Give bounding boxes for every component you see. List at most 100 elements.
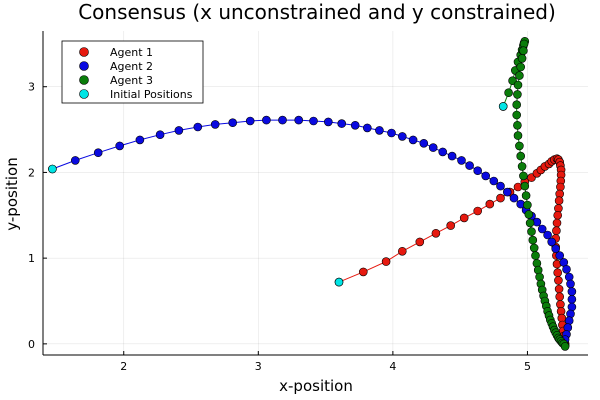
legend-marker xyxy=(79,47,89,57)
data-point-agent-2 xyxy=(547,237,557,247)
legend-marker xyxy=(79,89,89,99)
data-point-agent-2 xyxy=(387,128,396,138)
data-point-agent-2 xyxy=(262,115,271,125)
data-point-agent-3 xyxy=(513,80,523,90)
data-point-agent-2 xyxy=(135,135,145,145)
data-point-agent-2 xyxy=(362,123,372,133)
data-point-agent-1 xyxy=(446,221,456,230)
data-point-agent-3 xyxy=(513,90,522,99)
data-point-agent-3 xyxy=(521,191,531,200)
data-point-agent-2 xyxy=(228,118,237,127)
data-point-agent-3 xyxy=(515,141,524,151)
data-point-agent-2 xyxy=(93,148,103,157)
data-point-agent-3 xyxy=(516,62,526,72)
data-point-agent-2 xyxy=(309,116,318,126)
data-point-agent-3 xyxy=(525,218,535,228)
data-point-agent-2 xyxy=(543,230,552,240)
data-point-agent-1 xyxy=(485,199,495,209)
data-point-agent-2 xyxy=(447,151,457,161)
data-point-agent-1 xyxy=(473,206,483,216)
legend-label: Agent 2 xyxy=(110,60,153,73)
data-point-agent-2 xyxy=(375,126,384,135)
data-point-agent-2 xyxy=(567,287,577,296)
data-point-agent-3 xyxy=(535,272,544,282)
data-point-agent-2 xyxy=(337,119,347,128)
data-point-agent-2 xyxy=(473,166,483,175)
data-point-agent-2 xyxy=(551,244,561,253)
data-point-agent-1 xyxy=(554,284,564,294)
data-point-agent-2 xyxy=(555,251,565,260)
data-point-agent-3 xyxy=(517,162,527,171)
y-tick-label: 2 xyxy=(28,166,35,179)
data-point-agent-1 xyxy=(381,257,391,266)
axes xyxy=(42,31,588,356)
data-point-agent-1 xyxy=(459,213,469,223)
data-point-agent-3 xyxy=(520,181,530,191)
data-point-agent-3 xyxy=(529,243,539,253)
x-axis-label: x-position xyxy=(279,377,353,395)
data-point-agent-3 xyxy=(515,71,524,80)
data-point-agent-1 xyxy=(431,229,441,238)
data-point-initial-position xyxy=(48,164,57,174)
data-point-agent-2 xyxy=(155,130,165,139)
data-point-agent-2 xyxy=(323,117,333,127)
data-point-agent-2 xyxy=(419,139,429,148)
data-point-agent-3 xyxy=(531,251,540,260)
data-point-agent-2 xyxy=(496,181,505,191)
data-point-agent-3 xyxy=(519,171,528,181)
data-point-agent-2 xyxy=(509,193,519,203)
data-point-agent-2 xyxy=(457,156,466,165)
y-tick-label: 1 xyxy=(28,252,35,265)
data-point-agent-2 xyxy=(278,115,287,125)
data-point-agent-3 xyxy=(560,342,570,351)
data-point-agent-3 xyxy=(504,88,513,97)
legend-label: Agent 3 xyxy=(110,74,153,87)
legend-marker xyxy=(79,61,89,71)
data-point-agent-2 xyxy=(245,116,255,126)
data-point-agent-1 xyxy=(554,276,563,285)
y-axis-label: y-position xyxy=(3,157,21,230)
tick-labels: 2 3 4 5 0 1 2 3 xyxy=(28,81,531,373)
data-point-agent-2 xyxy=(294,115,304,125)
data-point-agent-2 xyxy=(174,126,184,135)
x-tick-label: 5 xyxy=(524,360,531,373)
legend-label: Initial Positions xyxy=(110,88,193,101)
data-point-agent-2 xyxy=(562,264,571,274)
data-point-agent-3 xyxy=(513,121,522,130)
data-point-agent-3 xyxy=(533,265,543,275)
y-tick-label: 0 xyxy=(28,338,35,351)
data-point-agent-2 xyxy=(350,121,360,130)
data-point-agent-2 xyxy=(71,156,80,165)
data-point-agent-2 xyxy=(193,122,203,132)
chart-title: Consensus (x unconstrained and y constra… xyxy=(78,0,556,24)
data-point-initial-position xyxy=(334,277,344,287)
data-point-agent-1 xyxy=(555,292,565,302)
data-point-agent-3 xyxy=(527,227,536,236)
data-point-agent-2 xyxy=(428,143,438,152)
data-point-agent-2 xyxy=(567,302,577,312)
legend-label: Agent 1 xyxy=(110,46,153,59)
data-point-agent-2 xyxy=(564,272,574,282)
data-point-agent-2 xyxy=(465,161,474,170)
x-tick-label: 2 xyxy=(120,360,127,373)
data-point-agent-2 xyxy=(502,187,512,197)
data-point-agent-1 xyxy=(358,267,368,277)
data-point-agent-1 xyxy=(552,218,562,228)
data-point-agent-2 xyxy=(481,171,491,181)
data-point-agent-2 xyxy=(438,147,448,157)
data-point-agent-2 xyxy=(537,224,547,234)
data-point-agent-2 xyxy=(567,294,577,304)
data-point-agent-3 xyxy=(519,46,528,56)
data-point-agent-2 xyxy=(397,132,407,141)
data-point-agent-2 xyxy=(210,120,220,129)
data-point-agent-3 xyxy=(528,235,538,245)
data-point-agent-2 xyxy=(489,176,499,186)
data-point-agent-2 xyxy=(115,141,124,151)
data-point-agent-1 xyxy=(553,268,563,278)
data-point-agent-3 xyxy=(523,200,532,210)
data-point-agent-3 xyxy=(516,151,526,161)
y-tick-label: 3 xyxy=(28,81,35,94)
legend-marker xyxy=(79,75,89,85)
data-point-agent-3 xyxy=(524,210,534,219)
